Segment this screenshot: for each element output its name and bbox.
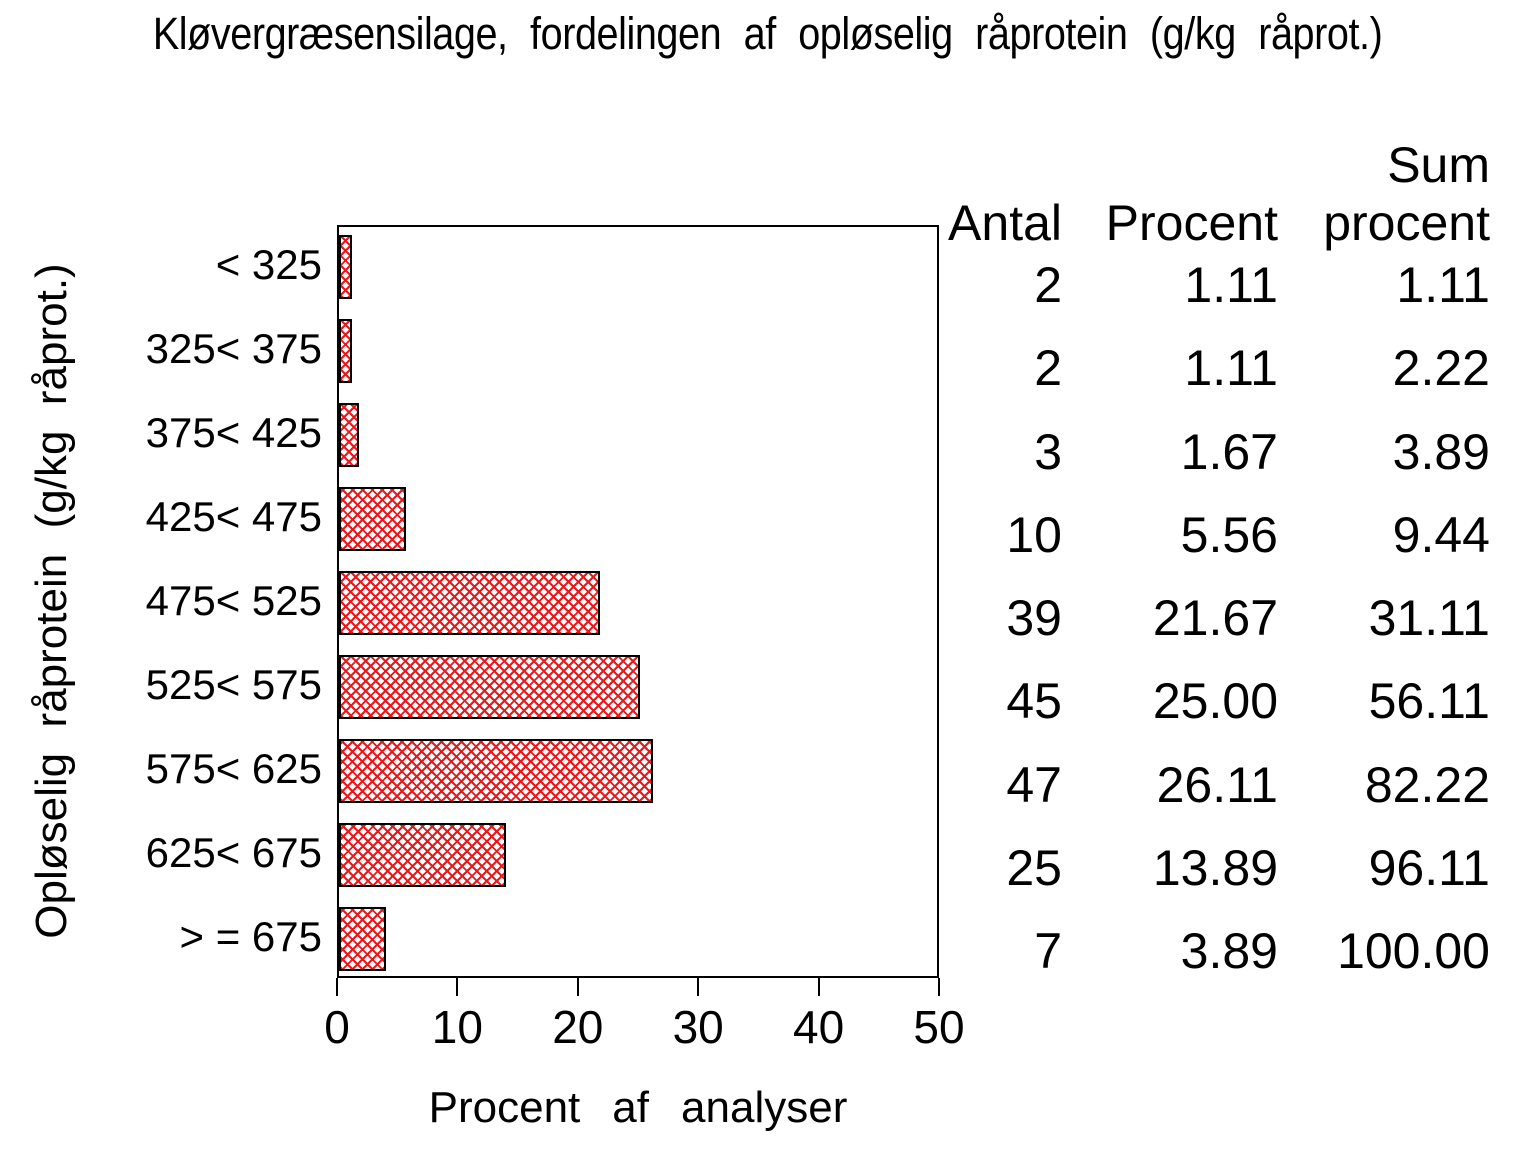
table-header-sum-line2: procent [1323, 195, 1490, 251]
x-axis-label: Procent af analyser [428, 1083, 848, 1132]
category-label: 475< 525 [145, 577, 322, 624]
table-cell-antal: 3 [1034, 424, 1062, 480]
bar-375< 425 [339, 403, 359, 467]
table-cell-procent: 21.67 [1152, 590, 1278, 646]
bar-475< 525 [339, 571, 600, 635]
category-label: 375< 425 [145, 409, 322, 456]
category-label: 575< 625 [145, 745, 322, 792]
table-cell-sum: 3.89 [1392, 424, 1490, 480]
table-cell-procent: 13.89 [1152, 840, 1278, 896]
table-cell-antal: 45 [1006, 673, 1062, 729]
table-cell-procent: 26.11 [1156, 757, 1278, 813]
category-label: < 325 [215, 241, 322, 288]
bar-625< 675 [339, 823, 506, 887]
table-cell-antal: 39 [1006, 590, 1062, 646]
table-cell-antal: 2 [1034, 340, 1062, 396]
x-tick-label: 40 [793, 1001, 845, 1053]
x-tick-mark [336, 978, 338, 996]
x-tick-mark [697, 978, 700, 996]
bar-575< 625 [339, 739, 653, 803]
table-cell-sum: 31.11 [1368, 590, 1490, 646]
table-cell-procent: 1.11 [1184, 257, 1278, 313]
plot-area [337, 225, 939, 978]
table-cell-sum: 56.11 [1368, 673, 1490, 729]
table-cell-sum: 9.44 [1392, 507, 1490, 563]
table-cell-sum: 2.22 [1392, 340, 1490, 396]
x-tick-mark [817, 978, 820, 996]
x-tick-mark [576, 978, 579, 996]
table-cell-procent: 3.89 [1180, 923, 1278, 979]
x-tick-label: 10 [431, 1001, 483, 1053]
table-cell-procent: 25.00 [1152, 673, 1278, 729]
table-cell-antal: 10 [1006, 507, 1062, 563]
table-cell-sum: 1.11 [1396, 257, 1490, 313]
table-header-sum-line1: Sum [1387, 137, 1490, 193]
bar-> = 675 [339, 907, 386, 971]
bar-525< 575 [339, 655, 640, 719]
category-label: 325< 375 [145, 325, 322, 372]
x-tick-label: 30 [672, 1001, 724, 1053]
bar-325< 375 [339, 319, 352, 383]
table-cell-sum: 100.00 [1337, 923, 1490, 979]
category-label: 525< 575 [145, 661, 322, 708]
x-tick-label: 0 [324, 1001, 350, 1053]
table-header-procent: Procent [1105, 195, 1278, 251]
x-tick-label: 20 [552, 1001, 604, 1053]
category-label: 425< 475 [145, 493, 322, 540]
x-tick-mark [456, 978, 459, 996]
x-tick-label: 50 [913, 1001, 965, 1053]
table-header-antal: Antal [948, 195, 1062, 251]
chart-title: Kløvergræsensilage, fordelingen af opløs… [153, 8, 1383, 59]
table-cell-antal: 47 [1006, 757, 1062, 813]
table-cell-antal: 2 [1034, 257, 1062, 313]
table-cell-antal: 7 [1034, 923, 1062, 979]
table-cell-procent: 5.56 [1180, 507, 1278, 563]
table-cell-sum: 96.11 [1368, 840, 1490, 896]
table-cell-sum: 82.22 [1364, 757, 1490, 813]
bar-< 325 [339, 235, 352, 299]
table-cell-antal: 25 [1006, 840, 1062, 896]
table-cell-procent: 1.67 [1180, 424, 1278, 480]
x-tick-mark [938, 978, 940, 996]
bar-425< 475 [339, 487, 406, 551]
table-cell-procent: 1.11 [1184, 340, 1278, 396]
chart-title-wrap: Kløvergræsensilage, fordelingen af opløs… [0, 8, 1536, 60]
category-label: > = 675 [179, 913, 322, 960]
category-label: 625< 675 [145, 829, 322, 876]
